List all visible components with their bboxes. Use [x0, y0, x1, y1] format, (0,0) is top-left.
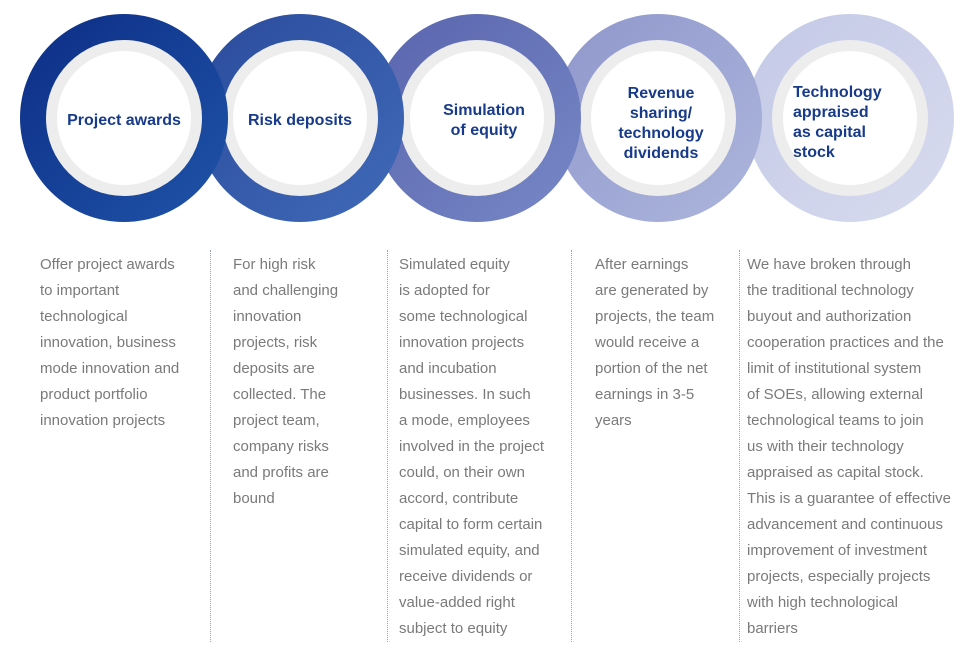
stage-title-project-awards: Project awards	[67, 112, 181, 129]
column-divider	[739, 250, 740, 642]
stage-description-simulation-of-equity: Simulated equity is adopted for some tec…	[399, 256, 545, 637]
ring-chain	[20, 14, 954, 222]
column-divider	[387, 250, 388, 642]
stage-title-revenue-sharing: Revenue sharing/ technology dividends	[618, 85, 704, 162]
ring-core	[591, 51, 725, 185]
ring-simulation-of-equity	[373, 14, 581, 222]
stage-title-simulation-of-equity: Simulation of equity	[443, 102, 525, 139]
column-divider	[210, 250, 211, 642]
ring-core	[783, 51, 917, 185]
stage-description-project-awards: Offer project awards to important techno…	[40, 256, 180, 429]
ring-core	[410, 51, 544, 185]
column-divider	[571, 250, 572, 642]
ring-core	[233, 51, 367, 185]
ring-technology-capital-stock	[746, 14, 954, 222]
ring-core	[57, 51, 191, 185]
stage-description-risk-deposits: For high risk and challenging innovation…	[233, 256, 339, 507]
stage-title-risk-deposits: Risk deposits	[247, 112, 353, 129]
stage-description-technology-capital-stock: We have broken through the traditional t…	[747, 256, 952, 637]
ring-revenue-sharing	[554, 14, 762, 222]
ring-risk-deposits	[196, 14, 404, 222]
ring-project-awards	[20, 14, 228, 222]
stage-title-technology-capital-stock: Technology appraised as capital stock	[793, 84, 882, 161]
stage-description-revenue-sharing: After earnings are generated by projects…	[595, 256, 715, 429]
